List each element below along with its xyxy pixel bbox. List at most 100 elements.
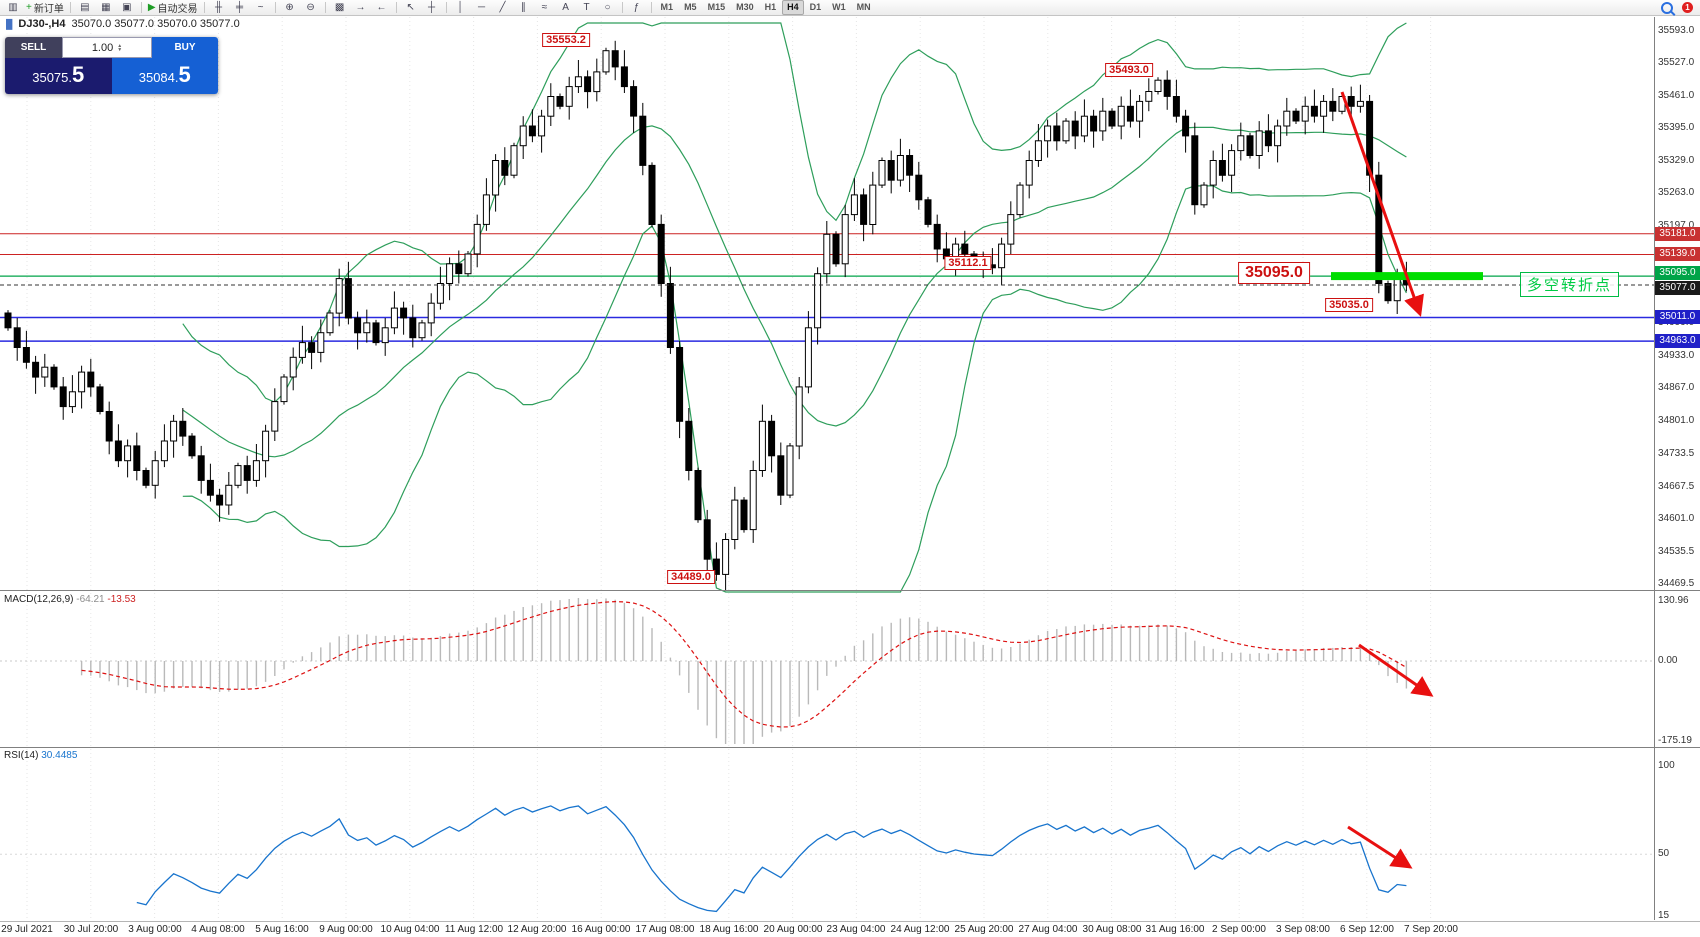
chart-icon: █ — [6, 19, 13, 29]
navigator-icon[interactable]: ▦ — [96, 1, 116, 15]
price-tick: 34933.0 — [1658, 350, 1695, 361]
notification-icon[interactable]: 1 — [1682, 2, 1693, 13]
time-label: 3 Aug 00:00 — [128, 924, 182, 935]
tile-windows-icon[interactable]: ▩ — [330, 1, 350, 15]
toolbar-separator — [69, 2, 71, 13]
auto-scroll-icon[interactable]: → — [351, 1, 371, 15]
timeframe-m15[interactable]: M15 — [707, 2, 726, 12]
buy-button[interactable]: BUY — [152, 37, 218, 58]
buy-price[interactable]: 35084. 5 — [111, 58, 218, 94]
timeframe-m5[interactable]: M5 — [684, 2, 697, 12]
chart-area[interactable]: 35553.2 35493.0 35112.1 35095.0 35035.0 34489… — [0, 17, 1700, 921]
toolbar-separator — [324, 2, 326, 13]
horizontal-line-icon: ─ — [478, 1, 486, 13]
timeframe-h1[interactable]: H1 — [764, 2, 777, 12]
time-label: 12 Aug 20:00 — [507, 924, 567, 935]
time-label: 25 Aug 20:00 — [954, 924, 1014, 935]
new-order-button[interactable]: + 新订单 — [24, 1, 66, 15]
shapes-icon[interactable]: ○ — [598, 1, 618, 15]
time-axis[interactable]: 29 Jul 2021 30 Jul 20:00 3 Aug 00:00 4 Aug … — [0, 921, 1700, 937]
price-tick: 35395.0 — [1658, 122, 1695, 133]
price-badge: 34963.0 — [1655, 334, 1700, 348]
rsi-label: RSI(14) 30.4485 — [4, 750, 78, 761]
crosshair-icon: ┼ — [428, 1, 436, 13]
candlestick-icon[interactable]: ╪ — [230, 1, 250, 15]
price-tick: 35461.0 — [1658, 90, 1695, 101]
zoom-out-icon[interactable]: ⊖ — [301, 1, 321, 15]
price-axis[interactable]: 35593.0 35527.0 35461.0 35395.0 35329.0 35263… — [1655, 17, 1700, 921]
chart-shift-icon[interactable]: ← — [372, 1, 392, 15]
fibonacci-icon[interactable]: ≈ — [535, 1, 555, 15]
time-label: 11 Aug 12:00 — [444, 924, 504, 935]
time-label: 30 Jul 20:00 — [63, 924, 119, 935]
channel-icon[interactable]: ∥ — [514, 1, 534, 15]
autotrade-button-label: 自动交易 — [157, 4, 198, 15]
rsi-axis-tick: 15 — [1658, 910, 1670, 921]
candlestick-icon: ╪ — [236, 1, 244, 13]
fibonacci-icon: ≈ — [541, 1, 548, 13]
time-label: 30 Aug 08:00 — [1082, 924, 1142, 935]
time-label: 31 Aug 16:00 — [1145, 924, 1205, 935]
search-icon[interactable] — [1661, 1, 1673, 14]
buy-price-main: 35084. — [138, 70, 179, 85]
volume-stepper[interactable]: ▲ ▼ — [117, 42, 123, 53]
macd-axis-tick: -175.19 — [1658, 735, 1692, 746]
volume-input[interactable]: 1.00 ▲ ▼ — [62, 37, 152, 58]
price-tick: 34667.5 — [1658, 481, 1695, 492]
bull-bear-turning-point-annotation: 多空转折点 — [1520, 272, 1620, 297]
time-label: 20 Aug 00:00 — [763, 924, 823, 935]
timeframe-m30[interactable]: M30 — [736, 2, 754, 12]
chart-window-icon: ▥ — [8, 1, 18, 13]
bar-chart-icon[interactable]: ╫ — [209, 1, 229, 15]
chart-window-icon[interactable]: ▥ — [3, 1, 23, 15]
toolbar-separator — [395, 2, 397, 13]
autotrade-button: ▶ — [147, 1, 156, 13]
market-watch-icon[interactable]: ▤ — [75, 1, 95, 15]
one-click-trading-panel: SELL 1.00 ▲ ▼ BUY 35075. 5 35084. 5 — [5, 37, 218, 94]
rsi-axis-tick: 100 — [1658, 760, 1675, 771]
terminal-icon[interactable]: ▣ — [117, 1, 137, 15]
toolbar: ▥ + 新订单 ▤ ▦ ▣ ▶ 自动交易 ╫ ╪ ~ ⊕ ⊖ ▩ → ← ↖ ┼ │ ─ ╱ ∥ ≈ A T ○ ƒ M1 M5 M15 M… — [0, 0, 1700, 16]
timeframe-w1[interactable]: W1 — [832, 2, 846, 12]
volume-value: 1.00 — [91, 41, 114, 54]
sell-price[interactable]: 35075. 5 — [5, 58, 112, 94]
vertical-line-icon[interactable]: │ — [451, 1, 471, 15]
sell-button[interactable]: SELL — [5, 37, 62, 58]
vertical-line-icon: │ — [457, 1, 464, 13]
sell-price-main: 35075. — [32, 70, 72, 85]
zoom-in-icon[interactable]: ⊕ — [280, 1, 300, 15]
shapes-icon: ○ — [604, 1, 611, 13]
tile-windows-icon: ▩ — [334, 1, 345, 13]
auto-scroll-icon: → — [355, 1, 366, 13]
trendline-icon[interactable]: ╱ — [493, 1, 513, 15]
time-label: 4 Aug 08:00 — [191, 924, 245, 935]
cursor-icon[interactable]: ↖ — [401, 1, 421, 15]
price-tick: 34601.0 — [1658, 513, 1695, 524]
line-chart-icon[interactable]: ~ — [251, 1, 271, 15]
time-label: 9 Aug 00:00 — [319, 924, 373, 935]
autotrade-button[interactable]: ▶ 自动交易 — [146, 1, 200, 15]
rsi-axis-tick: 50 — [1658, 848, 1670, 859]
text-icon[interactable]: A — [556, 1, 576, 15]
toolbar-separator — [140, 2, 142, 13]
sell-price-big: 5 — [72, 62, 85, 87]
toolbar-separator — [445, 2, 447, 13]
label-icon[interactable]: T — [577, 1, 597, 15]
timeframe-mn[interactable]: MN — [856, 2, 871, 12]
macd-axis-tick: 0.00 — [1658, 655, 1678, 666]
crosshair-icon[interactable]: ┼ — [422, 1, 442, 15]
timeframe-h4[interactable]: H4 — [782, 0, 804, 15]
time-label: 29 Jul 2021 — [1, 924, 53, 935]
price-tick: 34733.5 — [1658, 448, 1695, 459]
indicators-icon[interactable]: ƒ — [627, 1, 647, 15]
timeframe-d1[interactable]: D1 — [809, 2, 822, 12]
zoom-out-icon: ⊖ — [306, 1, 315, 13]
price-tick: 35197.0 — [1658, 220, 1695, 231]
chart-canvas[interactable] — [0, 17, 1700, 921]
price-badge: 35011.0 — [1655, 310, 1700, 324]
timeframe-m1[interactable]: M1 — [660, 2, 674, 12]
line-chart-icon: ~ — [257, 1, 264, 13]
horizontal-line-icon[interactable]: ─ — [472, 1, 492, 15]
price-tick: 34535.5 — [1658, 546, 1695, 557]
toolbar-separator — [274, 2, 276, 13]
